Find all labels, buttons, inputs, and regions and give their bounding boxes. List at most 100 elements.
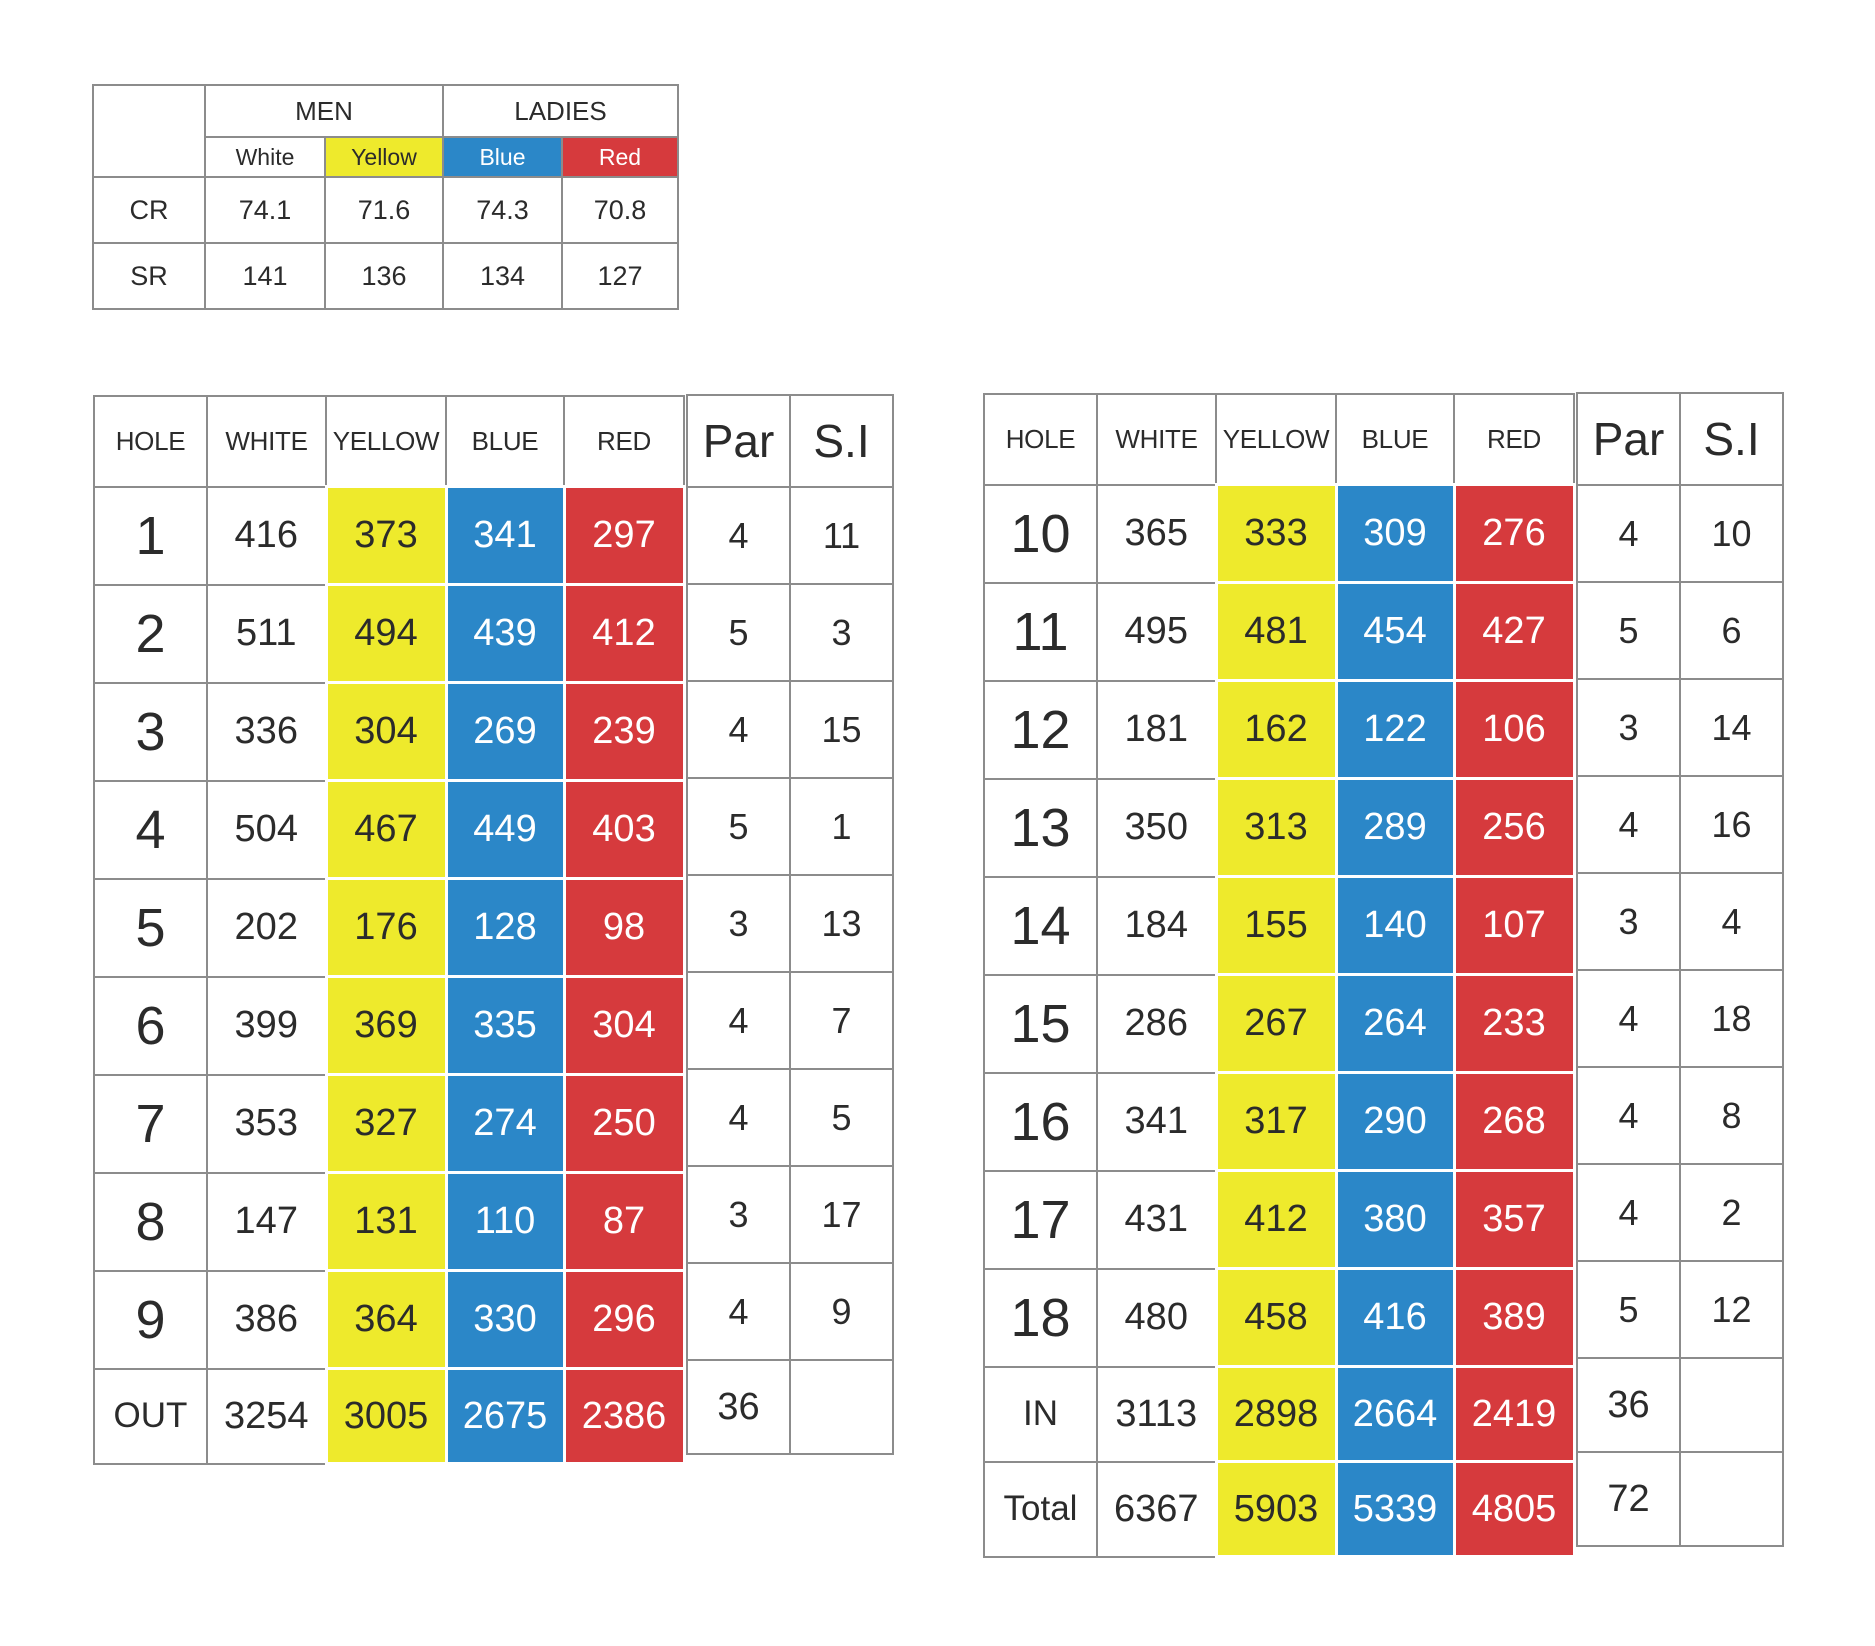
hole-number: 5 bbox=[93, 877, 208, 978]
hole-row: 11 495 481 454 427 bbox=[983, 581, 1576, 682]
front-nine-yardage-table: HOLE WHITE YELLOW BLUE RED 1 416 373 341 297 2 511… bbox=[93, 395, 686, 1465]
total-yellow: 2898 bbox=[1214, 1365, 1338, 1463]
stroke-index-value: 17 bbox=[789, 1165, 894, 1264]
yardage-yellow: 176 bbox=[324, 877, 448, 978]
rating-row-label: CR bbox=[92, 176, 206, 244]
hole-number: 14 bbox=[983, 875, 1098, 976]
tee-header-blue: Blue bbox=[442, 136, 563, 178]
yardage-header-row: HOLE WHITE YELLOW BLUE RED bbox=[983, 393, 1575, 486]
stroke-index-value: 16 bbox=[1679, 775, 1784, 874]
yardage-blue: 416 bbox=[1334, 1267, 1456, 1368]
column-header-white: WHITE bbox=[206, 395, 327, 488]
stroke-index-value: 11 bbox=[789, 486, 894, 585]
par-si-row: 4 18 bbox=[1576, 969, 1784, 1068]
yardage-yellow: 327 bbox=[324, 1073, 448, 1174]
stroke-index-value: 9 bbox=[789, 1262, 894, 1361]
yardage-blue: 454 bbox=[1334, 581, 1456, 682]
yardage-yellow: 267 bbox=[1214, 973, 1338, 1074]
yardage-blue: 128 bbox=[444, 877, 566, 978]
rating-value: 141 bbox=[204, 242, 326, 310]
yardage-red: 268 bbox=[1452, 1071, 1576, 1172]
yardage-yellow: 313 bbox=[1214, 777, 1338, 878]
stroke-index-value: 18 bbox=[1679, 969, 1784, 1068]
yardage-red: 250 bbox=[562, 1073, 686, 1174]
yardage-blue: 289 bbox=[1334, 777, 1456, 878]
par-total: 72 bbox=[1576, 1451, 1681, 1547]
total-label: OUT bbox=[93, 1367, 208, 1465]
par-value: 3 bbox=[1576, 872, 1681, 971]
total-yellow: 5903 bbox=[1214, 1460, 1338, 1558]
stroke-index-value: 14 bbox=[1679, 678, 1784, 777]
yardage-white: 202 bbox=[206, 877, 327, 978]
par-si-header-row: Par S.I bbox=[1576, 392, 1784, 486]
column-header-blue: BLUE bbox=[1335, 393, 1455, 486]
yardage-blue: 264 bbox=[1334, 973, 1456, 1074]
total-blue: 2664 bbox=[1334, 1365, 1456, 1463]
par-value: 4 bbox=[686, 680, 791, 779]
yardage-red: 427 bbox=[1452, 581, 1576, 682]
yardage-white: 350 bbox=[1096, 777, 1217, 878]
total-red: 2386 bbox=[562, 1367, 686, 1465]
yardage-blue: 341 bbox=[444, 485, 566, 586]
stroke-index-value: 8 bbox=[1679, 1066, 1784, 1165]
yardage-yellow: 458 bbox=[1214, 1267, 1338, 1368]
hole-number: 11 bbox=[983, 581, 1098, 682]
par-si-row: 4 11 bbox=[686, 486, 894, 585]
hole-row: 8 147 131 110 87 bbox=[93, 1171, 686, 1272]
front-nine-par-si-table: Par S.I 4 11 5 3 4 15 5 1 3 13 4 7 4 5 3 17 4 9 36 bbox=[686, 394, 894, 1455]
yardage-blue: 274 bbox=[444, 1073, 566, 1174]
rating-value: 70.8 bbox=[561, 176, 679, 244]
par-value: 4 bbox=[686, 1068, 791, 1167]
yardage-white: 365 bbox=[1096, 483, 1217, 584]
ladies-group-header: LADIES bbox=[442, 84, 679, 138]
back-nine-yardage-table: HOLE WHITE YELLOW BLUE RED 10 365 333 309 276 11 4… bbox=[983, 393, 1576, 1558]
total-white: 6367 bbox=[1096, 1460, 1217, 1558]
par-si-row: 4 15 bbox=[686, 680, 894, 779]
total-blue: 2675 bbox=[444, 1367, 566, 1465]
par-si-row: 5 12 bbox=[1576, 1260, 1784, 1359]
yardage-white: 341 bbox=[1096, 1071, 1217, 1172]
rating-value: 136 bbox=[324, 242, 444, 310]
par-value: 3 bbox=[686, 874, 791, 973]
total-blue: 5339 bbox=[1334, 1460, 1456, 1558]
yardage-red: 403 bbox=[562, 779, 686, 880]
hole-number: 7 bbox=[93, 1073, 208, 1174]
rating-value: 71.6 bbox=[324, 176, 444, 244]
yardage-red: 276 bbox=[1452, 483, 1576, 584]
hole-number: 10 bbox=[983, 483, 1098, 584]
yardage-blue: 380 bbox=[1334, 1169, 1456, 1270]
hole-row: 15 286 267 264 233 bbox=[983, 973, 1576, 1074]
hole-number: 17 bbox=[983, 1169, 1098, 1270]
yardage-blue: 122 bbox=[1334, 679, 1456, 780]
yardage-yellow: 364 bbox=[324, 1269, 448, 1370]
hole-row: 10 365 333 309 276 bbox=[983, 483, 1576, 584]
hole-row: 17 431 412 380 357 bbox=[983, 1169, 1576, 1270]
hole-number: 8 bbox=[93, 1171, 208, 1272]
stroke-index-value: 3 bbox=[789, 583, 894, 682]
stroke-index-value: 12 bbox=[1679, 1260, 1784, 1359]
hole-number: 9 bbox=[93, 1269, 208, 1370]
rating-row-label: SR bbox=[92, 242, 206, 310]
hole-row: 14 184 155 140 107 bbox=[983, 875, 1576, 976]
yardage-blue: 290 bbox=[1334, 1071, 1456, 1172]
hole-row: 9 386 364 330 296 bbox=[93, 1269, 686, 1370]
hole-row: 18 480 458 416 389 bbox=[983, 1267, 1576, 1368]
yardage-blue: 335 bbox=[444, 975, 566, 1076]
par-total-row: 36 bbox=[1576, 1357, 1784, 1453]
par-value: 4 bbox=[1576, 969, 1681, 1068]
stroke-index-value: 4 bbox=[1679, 872, 1784, 971]
stroke-index-value: 2 bbox=[1679, 1163, 1784, 1262]
yardage-red: 296 bbox=[562, 1269, 686, 1370]
hole-number: 6 bbox=[93, 975, 208, 1076]
par-si-row: 3 17 bbox=[686, 1165, 894, 1264]
yardage-red: 256 bbox=[1452, 777, 1576, 878]
par-total: 36 bbox=[1576, 1357, 1681, 1453]
hole-number: 13 bbox=[983, 777, 1098, 878]
yardage-red: 304 bbox=[562, 975, 686, 1076]
